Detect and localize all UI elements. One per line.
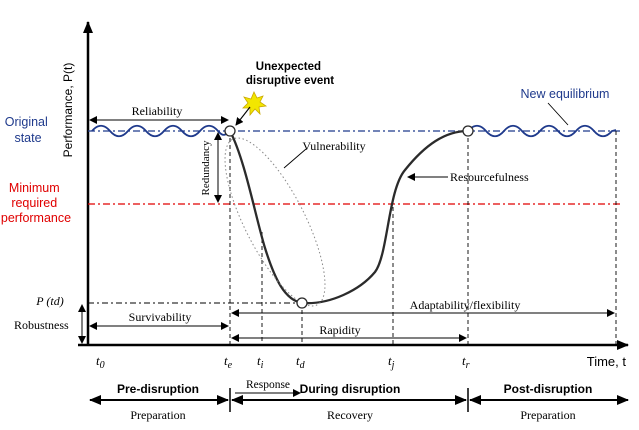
preparation-right-label: Preparation xyxy=(520,408,575,422)
rapidity-label: Rapidity xyxy=(319,323,360,337)
tick-te: te xyxy=(224,353,233,371)
adaptability-label: Adaptability/flexibility xyxy=(410,298,521,312)
y-axis-label: Performance, P(t) xyxy=(61,63,75,158)
pre-disruption-wave xyxy=(91,124,231,138)
phase-pre-label: Pre-disruption xyxy=(117,382,199,396)
post-disruption-wave xyxy=(467,124,617,138)
reliability-label: Reliability xyxy=(132,104,183,118)
phase-during-label: During disruption xyxy=(300,382,401,396)
event-label: Unexpected disruptive event xyxy=(246,61,334,87)
vulnerability-pointer xyxy=(283,148,307,169)
new-equilibrium-label: New equilibrium xyxy=(521,87,610,101)
minimum-required-label: Minimum required performance xyxy=(1,181,71,225)
original-state-label: Original state xyxy=(5,115,52,145)
event-arrow xyxy=(235,106,251,126)
new-equilibrium-pointer xyxy=(547,102,569,126)
recovery-label: Recovery xyxy=(327,408,373,422)
redundancy-label: Redundancy xyxy=(200,140,212,195)
tick-t0: t0 xyxy=(96,353,105,371)
recovery-point xyxy=(462,125,474,137)
x-axis-label: Time, t xyxy=(587,354,627,369)
performance-curve xyxy=(228,129,469,305)
robustness-label: Robustness xyxy=(14,318,69,332)
time-tick-labels: t0 te ti td tj tr xyxy=(96,353,470,371)
event-point xyxy=(224,125,236,137)
tick-ti: ti xyxy=(257,353,264,371)
tick-tr: tr xyxy=(462,353,470,371)
response-label: Response xyxy=(246,379,290,391)
survivability-label: Survivability xyxy=(129,310,192,324)
preparation-left-label: Preparation xyxy=(130,408,185,422)
vulnerability-ellipse xyxy=(224,137,326,307)
tick-tj: tj xyxy=(388,353,395,371)
vulnerability-label: Vulnerability xyxy=(302,139,365,153)
phase-post-label: Post-disruption xyxy=(504,382,593,396)
p-td-label: P (td) xyxy=(35,294,63,308)
explosion-icon xyxy=(242,91,268,117)
minimum-point xyxy=(296,297,308,309)
resourcefulness-label: Resourcefulness xyxy=(450,170,529,184)
tick-td: td xyxy=(296,353,306,371)
